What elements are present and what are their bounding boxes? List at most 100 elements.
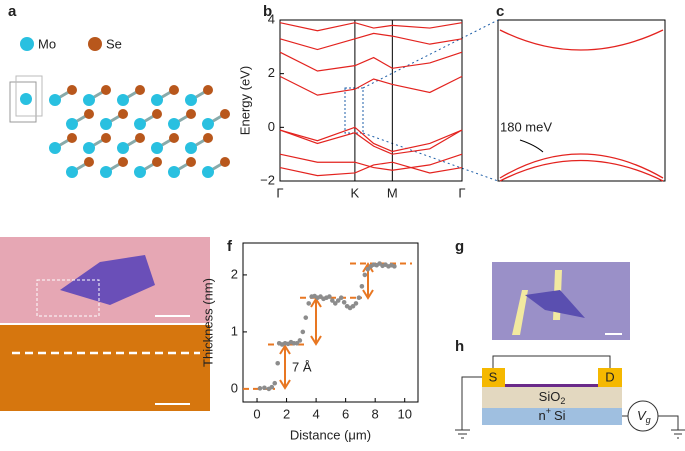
substrate <box>482 408 622 425</box>
substrate-prefix: n <box>538 408 545 423</box>
se-atom <box>135 133 145 143</box>
mo-atom <box>66 118 78 130</box>
band <box>279 32 463 51</box>
mo-atom <box>168 166 180 178</box>
x-tick-label: K <box>351 185 360 200</box>
mo-atom <box>202 166 214 178</box>
y-tick-label: 2 <box>231 266 238 281</box>
legend-mo: Mo <box>38 36 56 51</box>
plot-frame <box>242 242 419 403</box>
mo-atom <box>49 94 61 106</box>
substrate-text: Si <box>554 408 566 423</box>
mo-atom <box>20 93 32 105</box>
gate-source <box>627 400 659 432</box>
point <box>294 341 300 346</box>
source-label: S <box>489 369 498 384</box>
se-atom <box>203 85 213 95</box>
step-arrow <box>310 297 322 346</box>
zoom-annotation: 180 meV <box>500 119 552 134</box>
point <box>303 315 309 320</box>
mo-atom <box>202 118 214 130</box>
x-tick-label: M <box>387 185 398 200</box>
mo-atom <box>134 166 146 178</box>
gate-sub: g <box>646 415 651 425</box>
substrate-label: n+ Si <box>538 406 565 423</box>
drain-pad <box>598 368 622 387</box>
point <box>330 298 335 303</box>
x-tick-label: 6 <box>342 406 349 421</box>
point <box>350 303 356 309</box>
point <box>262 385 267 391</box>
y-axis-label: Energy (eV) <box>237 66 252 135</box>
panel-label: b <box>263 3 272 20</box>
se-atom <box>84 157 94 167</box>
panel-label: c <box>496 3 504 20</box>
lattice <box>9 75 230 178</box>
se-atom <box>220 109 230 119</box>
mo-atom <box>83 142 95 154</box>
panel-label: h <box>455 338 464 355</box>
channel <box>505 384 600 387</box>
unit-cell <box>15 75 43 117</box>
y-tick-label: 2 <box>268 65 275 80</box>
mo-atom <box>185 94 197 106</box>
se-atom <box>186 109 196 119</box>
x-axis-label: Distance (μm) <box>290 427 371 442</box>
point <box>272 380 278 386</box>
mo-atom <box>168 118 180 130</box>
se-atom <box>84 109 94 119</box>
se-atom <box>169 133 179 143</box>
point <box>332 301 338 306</box>
mo-atom <box>151 94 163 106</box>
drain-label: D <box>605 369 614 384</box>
se-atom <box>203 133 213 143</box>
se-atom <box>101 133 111 143</box>
point <box>338 295 344 301</box>
band <box>279 75 463 96</box>
mo-atom <box>66 166 78 178</box>
x-tick-label: 2 <box>283 406 290 421</box>
zoom-connector <box>362 19 499 89</box>
unit-cell <box>9 81 37 123</box>
gate-text: V <box>637 408 647 423</box>
panel-label: f <box>227 238 233 255</box>
y-tick-label: 0 <box>268 119 275 134</box>
se-atom <box>118 157 128 167</box>
mo-atom <box>49 142 61 154</box>
substrate-sup: + <box>546 406 551 416</box>
mo-atom <box>151 142 163 154</box>
mo-atom <box>117 142 129 154</box>
se-swatch <box>88 37 102 51</box>
mo-atom <box>117 94 129 106</box>
point <box>362 272 368 278</box>
mo-atom <box>100 166 112 178</box>
band <box>279 22 463 32</box>
x-tick-label: Γ <box>276 185 283 200</box>
point <box>297 338 303 343</box>
zoom-frame <box>497 19 666 182</box>
y-tick-label: 0 <box>231 380 238 395</box>
x-tick-label: 8 <box>372 406 379 421</box>
band <box>279 153 463 171</box>
device-schematic: S D SiO2 n+ Si Vg <box>455 355 685 439</box>
point <box>365 266 371 272</box>
wire <box>455 355 685 439</box>
oxide-label: SiO2 <box>539 389 566 406</box>
point <box>275 360 281 366</box>
step-annotation: 7 Å <box>292 359 312 374</box>
x-tick-label: Γ <box>458 185 465 200</box>
afm-image <box>0 325 210 411</box>
mo-swatch <box>20 37 34 51</box>
band <box>279 161 463 177</box>
se-atom <box>67 85 77 95</box>
legend-se: Se <box>106 36 122 51</box>
flake <box>525 290 585 318</box>
panel-label: g <box>455 238 464 255</box>
y-tick-label: 1 <box>231 323 238 338</box>
se-atom <box>135 85 145 95</box>
electrode <box>512 270 562 335</box>
source-pad <box>482 368 505 387</box>
x-tick-label: 10 <box>397 406 411 421</box>
point <box>257 386 263 391</box>
